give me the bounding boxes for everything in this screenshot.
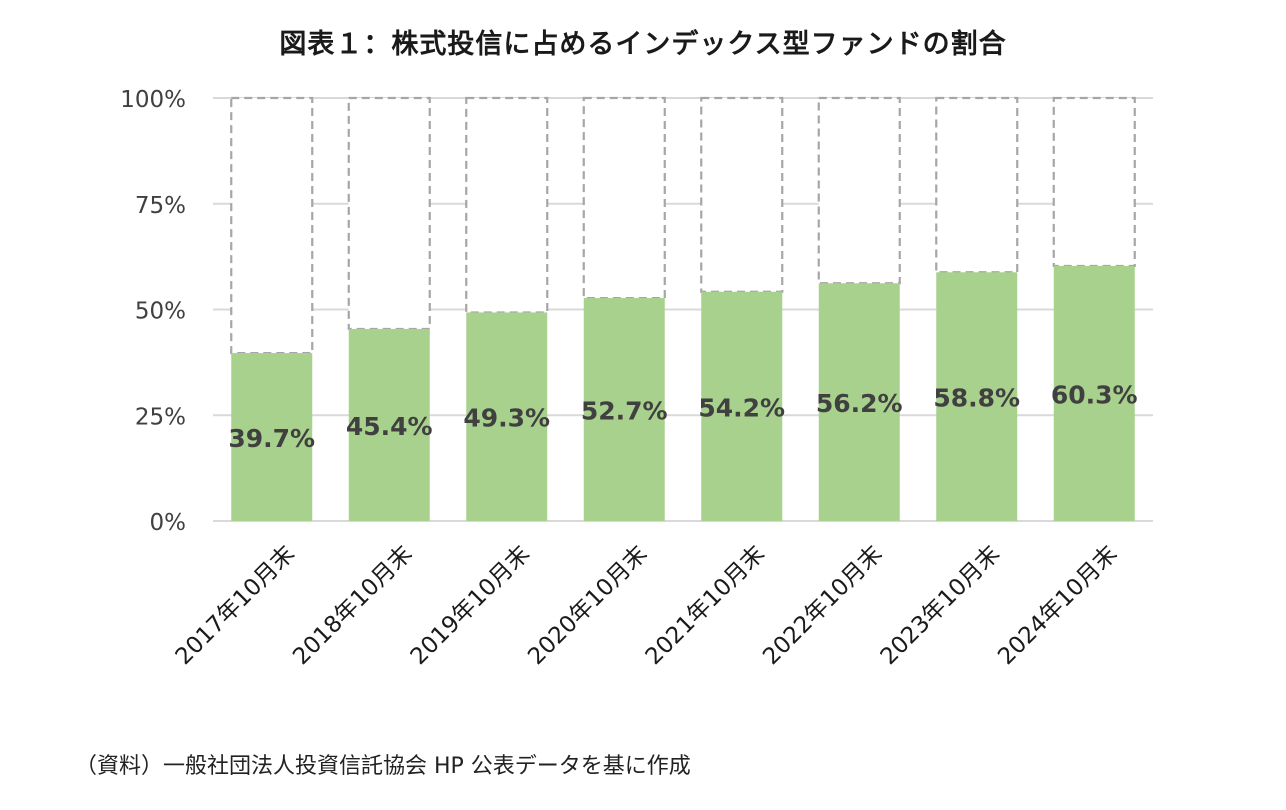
bar [348, 328, 430, 521]
data-labels: 39.7% 45.4% 49.3% 52.7% 54.2% 56.2% 58.8% 60.3% [228, 380, 1137, 453]
remainder-bar [1052, 96, 1136, 268]
y-tick-label: 25% [135, 404, 186, 430]
x-tick-label: 2019年10月末 [406, 541, 535, 670]
bar [1053, 265, 1135, 521]
x-tick-label: 2024年10月末 [993, 541, 1122, 670]
remainder-bar [347, 96, 431, 331]
source-note: （資料）一般社団法人投資信託協会 HP 公表データを基に作成 [75, 754, 691, 779]
data-label: 49.3% [463, 404, 550, 433]
data-label: 45.4% [346, 412, 433, 441]
y-axis-ticks: 0% 25% 50% 75% 100% [120, 87, 186, 536]
remainder-bar [817, 96, 901, 285]
remainder-bar [465, 96, 549, 314]
bar [701, 291, 783, 521]
y-tick-label: 100% [120, 87, 186, 113]
y-tick-label: 50% [135, 299, 186, 325]
x-tick-label: 2017年10月末 [171, 541, 300, 670]
remainder-bar [700, 96, 784, 293]
x-tick-label: 2020年10月末 [523, 541, 652, 670]
data-label: 60.3% [1051, 380, 1138, 409]
bar [936, 272, 1018, 521]
data-label: 54.2% [698, 393, 785, 422]
bar [818, 283, 900, 521]
x-tick-label: 2021年10月末 [641, 541, 770, 670]
remainder-bar [935, 96, 1019, 274]
x-tick-label: 2022年10月末 [758, 541, 887, 670]
remainder-bar [230, 96, 314, 355]
data-label: 58.8% [933, 384, 1020, 413]
x-tick-label: 2018年10月末 [288, 541, 417, 670]
remainder-bar [582, 96, 666, 300]
data-label: 56.2% [816, 389, 903, 418]
data-label: 39.7% [228, 424, 315, 453]
y-tick-label: 0% [150, 510, 187, 536]
bar [466, 312, 548, 521]
bar [231, 353, 313, 521]
x-tick-label: 2023年10月末 [876, 541, 1005, 670]
bars [230, 96, 1136, 521]
y-tick-label: 75% [135, 193, 186, 219]
chart-title: 図表１：株式投信に占めるインデックス型ファンドの割合 [279, 29, 1007, 60]
bar [583, 298, 665, 521]
x-axis-ticks: 2017年10月末2018年10月末2019年10月末2020年10月末2021… [171, 541, 1123, 670]
data-label: 52.7% [581, 397, 668, 426]
